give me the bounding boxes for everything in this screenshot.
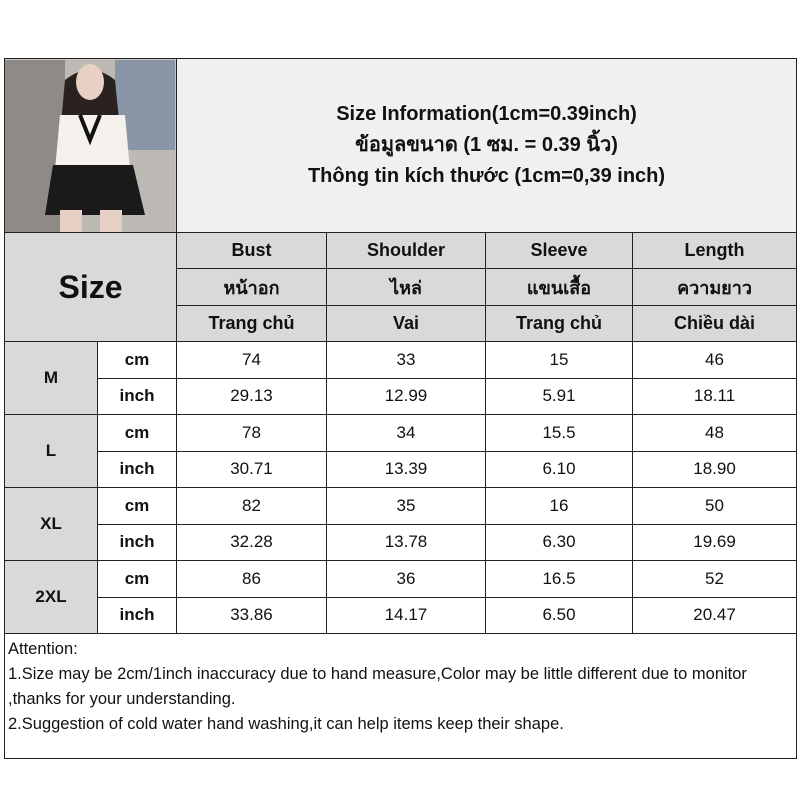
title-vi: Thông tin kích thước (1cm=0,39 inch)	[307, 165, 666, 187]
attention-note-1: 1.Size may be 2cm/1inch inaccuracy due t…	[8, 665, 747, 708]
col-header-bust-vi: Trang chủ	[176, 305, 327, 342]
measurement-cell: 6.50	[485, 596, 633, 634]
measurement-cell: 16	[485, 487, 633, 525]
unit-label: inch	[97, 450, 177, 488]
col-header-bust: Bust	[176, 232, 327, 269]
measurement-cell: 18.90	[631, 450, 798, 488]
col-header-length: Length	[631, 232, 798, 269]
size-chart-table: Size Information(1cm=0.39inch) ข้อมูลขนา…	[3, 58, 798, 759]
unit-label: inch	[97, 596, 177, 634]
measurement-cell: 20.47	[631, 596, 798, 634]
measurement-cell: 33.86	[176, 596, 327, 634]
attention-heading: Attention:	[8, 640, 78, 658]
size-header: Size	[4, 232, 177, 342]
measurement-cell: 74	[176, 341, 327, 379]
table-row: inch 33.86 14.17 6.50 20.47	[5, 596, 798, 634]
attention-notes: Attention: 1.Size may be 2cm/1inch inacc…	[3, 633, 798, 759]
measurement-cell: 13.78	[326, 523, 486, 561]
size-info-title: Size Information(1cm=0.39inch) ข้อมูลขนา…	[175, 58, 798, 233]
measurement-cell: 52	[631, 560, 798, 598]
col-header-shoulder-vi: Vai	[326, 305, 486, 342]
table-row: XL cm 82 35 16 50	[4, 487, 798, 561]
attention-note-2: 2.Suggestion of cold water hand washing,…	[8, 715, 564, 733]
unit-label: cm	[97, 414, 177, 452]
measurement-cell: 86	[176, 560, 327, 598]
measurement-cell: 32.28	[176, 523, 327, 561]
table-row: inch 29.13 12.99 5.91 18.11	[5, 377, 798, 415]
measurement-cell: 34	[326, 414, 486, 452]
col-header-shoulder: Shoulder	[326, 232, 486, 269]
measurement-cell: 36	[326, 560, 486, 598]
size-label: 2XL	[4, 560, 98, 634]
table-row: inch 30.71 13.39 6.10 18.90	[5, 450, 798, 488]
measurement-cell: 46	[631, 341, 798, 379]
measurement-cell: 18.11	[631, 377, 798, 415]
col-header-length-th: ความยาว	[631, 268, 798, 306]
measurement-cell: 19.69	[631, 523, 798, 561]
measurement-cell: 30.71	[176, 450, 327, 488]
measurement-cell: 35	[326, 487, 486, 525]
measurement-cell: 82	[176, 487, 327, 525]
size-label: M	[4, 341, 98, 415]
unit-label: inch	[97, 377, 177, 415]
measurement-cell: 15	[485, 341, 633, 379]
col-header-bust-th: หน้าอก	[176, 268, 327, 306]
col-header-sleeve-th: แขนเสื้อ	[485, 268, 633, 306]
table-row: 2XL cm 86 36 16.5 52	[4, 560, 798, 634]
measurement-cell: 15.5	[485, 414, 633, 452]
measurement-cell: 14.17	[326, 596, 486, 634]
unit-label: cm	[97, 560, 177, 598]
measurement-cell: 48	[631, 414, 798, 452]
table-row: inch 32.28 13.78 6.30 19.69	[5, 523, 798, 561]
measurement-cell: 16.5	[485, 560, 633, 598]
measurement-cell: 33	[326, 341, 486, 379]
title-th: ข้อมูลขนาด (1 ซม. = 0.39 นิ้ว)	[355, 134, 618, 156]
col-header-sleeve: Sleeve	[485, 232, 633, 269]
title-en: Size Information(1cm=0.39inch)	[336, 103, 637, 125]
measurement-cell: 29.13	[176, 377, 327, 415]
measurement-cell: 78	[176, 414, 327, 452]
measurement-cell: 6.10	[485, 450, 633, 488]
size-label: L	[4, 414, 98, 488]
size-label: XL	[4, 487, 98, 561]
col-header-length-vi: Chiều dài	[631, 305, 798, 342]
measurement-cell: 13.39	[326, 450, 486, 488]
unit-label: inch	[97, 523, 177, 561]
measurement-cell: 5.91	[485, 377, 633, 415]
col-header-shoulder-th: ไหล่	[326, 268, 486, 306]
unit-label: cm	[97, 341, 177, 379]
col-header-sleeve-vi: Trang chủ	[485, 305, 633, 342]
unit-label: cm	[97, 487, 177, 525]
measurement-cell: 50	[631, 487, 798, 525]
measurement-cell: 12.99	[326, 377, 486, 415]
product-photo	[4, 58, 177, 233]
measurement-cell: 6.30	[485, 523, 633, 561]
